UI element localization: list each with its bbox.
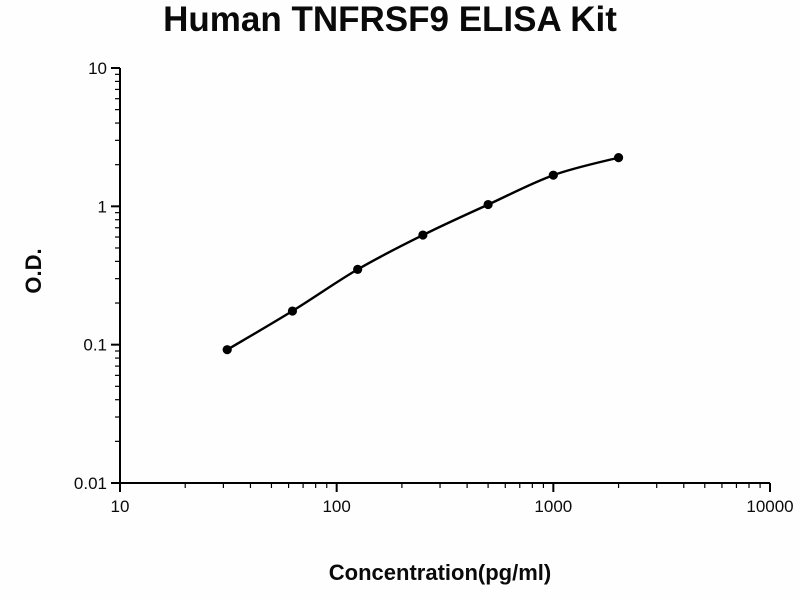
data-point-marker [613,153,624,163]
data-point-marker [222,345,232,355]
x-tick-label: 10000 [746,497,793,516]
x-tick-label: 1000 [534,497,572,516]
y-tick-label: 1 [98,197,107,216]
chart-title: Human TNFRSF9 ELISA Kit [163,0,617,39]
x-tick-label: 10 [111,497,130,516]
data-point-marker [418,230,428,240]
data-point-marker [353,264,363,275]
x-tick-label: 100 [322,497,350,516]
y-tick-label: 0.01 [74,474,107,493]
x-axis-label: Concentration(pg/ml) [328,560,552,585]
y-tick-label: 0.1 [83,336,107,355]
data-point-marker [483,199,493,210]
data-point-marker [287,306,298,316]
standard-curve-line [226,156,619,351]
data-point-marker [548,170,558,180]
y-tick-label: 10 [88,59,107,78]
